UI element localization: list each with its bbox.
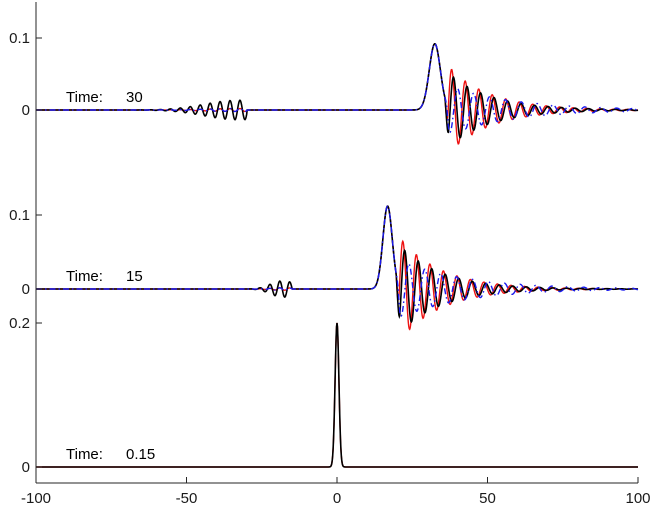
time-annotation-label: Time: xyxy=(66,268,103,285)
panel-1: 0 0.1 Time: 30 xyxy=(9,30,639,145)
y-tick-label: 0.1 xyxy=(9,207,30,224)
y-tick-label: 0 xyxy=(22,459,30,476)
series-line-black xyxy=(36,322,638,468)
series-line-blue xyxy=(36,205,639,318)
time-annotation-value: 15 xyxy=(126,268,143,285)
time-annotation-label: Time: xyxy=(66,446,103,463)
panel-2: 0 0.1 Time: 15 xyxy=(9,205,639,331)
y-tick-label: 0.1 xyxy=(9,30,30,47)
y-tick-label: 0.2 xyxy=(9,315,30,332)
y-tick-label: 0 xyxy=(22,281,30,298)
x-tick-label: -100 xyxy=(21,490,51,507)
x-tick-label: -50 xyxy=(176,490,198,507)
y-tick-label: 0 xyxy=(22,102,30,119)
x-tick-label: 0 xyxy=(333,490,341,507)
time-annotation-value: 30 xyxy=(126,89,143,106)
time-annotation-value: 0.15 xyxy=(126,446,155,463)
panels-layer: 0 0.1 Time: 30 0 0.1 Time: 15 0 0.2 Time: 0.15 xyxy=(9,30,639,476)
series-line-black xyxy=(36,205,639,324)
axes-layer: -100 -50 0 50 100 xyxy=(21,2,651,507)
time-annotation-label: Time: xyxy=(66,89,103,106)
panel-3: 0 0.2 Time: 0.15 xyxy=(9,315,638,476)
x-tick-label: 100 xyxy=(625,490,650,507)
x-tick-label: 50 xyxy=(479,490,496,507)
series-line-blue xyxy=(36,43,639,134)
